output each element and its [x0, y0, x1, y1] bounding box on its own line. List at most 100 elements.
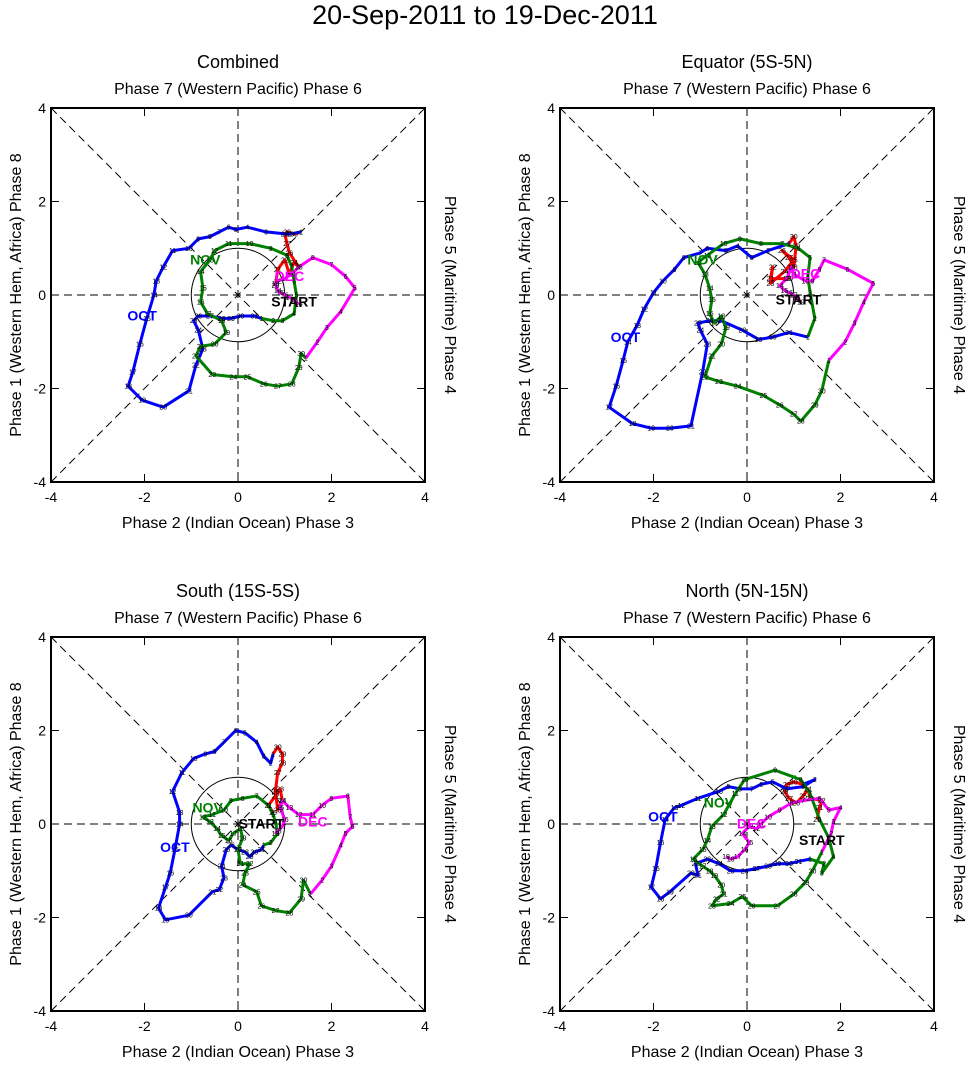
day-label: 17	[204, 311, 212, 318]
day-label: 16	[689, 857, 697, 864]
x-tick-label: -4	[45, 489, 58, 505]
phase-label-right: Phase 5 (Maritime) Phase 4	[950, 196, 967, 394]
day-label: 24	[734, 384, 742, 391]
day-label: 21	[185, 388, 193, 395]
series-line-sep	[273, 230, 302, 286]
day-label: 24	[290, 260, 298, 267]
x-tick-label: -4	[554, 1018, 567, 1034]
day-label: 22	[818, 798, 826, 805]
day-label: 4	[862, 300, 866, 307]
day-label: 13	[176, 810, 184, 817]
day-label: 18	[629, 421, 637, 428]
day-label: 23	[806, 796, 814, 803]
day-label: 6	[266, 803, 270, 810]
day-label: 5	[771, 779, 775, 786]
day-label: 6	[818, 817, 822, 824]
day-label: 26	[260, 381, 268, 388]
day-label: 25	[790, 257, 798, 264]
day-label: 26	[194, 314, 202, 321]
day-label: 31	[795, 859, 803, 866]
day-label: 25	[799, 793, 807, 800]
day-label: 20	[717, 342, 725, 349]
day-label: 4	[736, 243, 740, 250]
day-label: 24	[279, 798, 287, 805]
day-label: 28	[288, 381, 296, 388]
month-label-nov: NOV	[190, 252, 221, 268]
day-label: 24	[218, 864, 226, 871]
day-label: 25	[295, 264, 303, 271]
day-label: 24	[715, 861, 723, 868]
day-label: 29	[295, 365, 303, 372]
panel-title: Equator (5S-5N)	[681, 52, 812, 72]
day-label: 4	[785, 786, 789, 793]
day-label: 17	[279, 824, 287, 831]
day-label: 14	[661, 817, 669, 824]
day-label: 13	[206, 819, 214, 826]
day-label: 24	[781, 269, 789, 276]
day-label: 10	[715, 789, 723, 796]
y-tick-label: 4	[547, 100, 555, 116]
day-label: 13	[745, 824, 753, 831]
day-label: 16	[281, 293, 289, 300]
y-tick-label: 0	[38, 287, 46, 303]
day-label: 16	[166, 871, 174, 878]
y-tick-label: -4	[34, 1003, 47, 1019]
phase-label-top: Phase 7 (Western Pacific) Phase 6	[623, 610, 871, 627]
day-label: 23	[286, 271, 294, 278]
day-label: 30	[290, 232, 298, 239]
day-label: 22	[692, 861, 700, 868]
day-label: 3	[264, 229, 268, 236]
day-label: 13	[783, 276, 791, 283]
day-label: 28	[790, 892, 798, 899]
day-label: 30	[769, 335, 777, 342]
day-label: 11	[704, 253, 711, 260]
x-tick-label: 0	[743, 1018, 751, 1034]
day-label: 26	[286, 250, 294, 257]
day-label: 7	[808, 791, 812, 798]
day-label: 25	[253, 889, 261, 896]
day-label: 31	[250, 314, 258, 321]
day-label: 6	[234, 728, 238, 735]
day-label: 19	[295, 302, 303, 309]
day-label: 31	[785, 330, 793, 337]
day-label: 9	[773, 768, 777, 775]
day-label: 18	[717, 314, 725, 321]
day-label: 28	[790, 264, 798, 271]
day-label: 24	[696, 328, 704, 335]
day-label: 6	[846, 267, 850, 274]
day-label: 22	[769, 264, 777, 271]
day-label: 17	[229, 831, 237, 838]
day-label: 13	[152, 278, 160, 285]
series-line-dec	[273, 256, 357, 359]
day-label: 10	[741, 777, 749, 784]
day-label: 10	[246, 241, 254, 248]
day-label: 3	[750, 255, 754, 262]
phase-label-left: Phase 1 (Western Hem, Africa) Phase 8	[8, 153, 25, 436]
day-label: 27	[785, 255, 793, 262]
day-label: 12	[199, 814, 207, 821]
y-tick-label: -2	[34, 381, 47, 397]
x-tick-label: 2	[328, 489, 336, 505]
day-label: 25	[694, 321, 702, 328]
day-label: 2	[269, 761, 273, 768]
series-line-nov	[691, 768, 835, 908]
day-label: 17	[790, 293, 798, 300]
day-label: 10	[659, 278, 667, 285]
day-label: 27	[283, 241, 291, 248]
y-tick-label: 0	[547, 816, 555, 832]
day-label: 21	[694, 873, 702, 880]
y-tick-label: -4	[543, 1003, 556, 1019]
day-label: 12	[752, 826, 760, 833]
day-label: 21	[236, 861, 244, 868]
day-label: 6	[705, 246, 709, 253]
y-tick-label: 2	[547, 723, 555, 739]
day-label: 23	[220, 875, 228, 882]
series-line-dec	[725, 796, 842, 861]
day-label: 15	[745, 840, 753, 847]
day-label: 18	[727, 857, 735, 864]
phase-label-right: Phase 5 (Maritime) Phase 4	[441, 196, 458, 394]
day-label: 16	[197, 300, 205, 307]
day-label: 30	[274, 744, 282, 751]
day-label: 18	[706, 868, 714, 875]
day-label: 10	[802, 278, 810, 285]
